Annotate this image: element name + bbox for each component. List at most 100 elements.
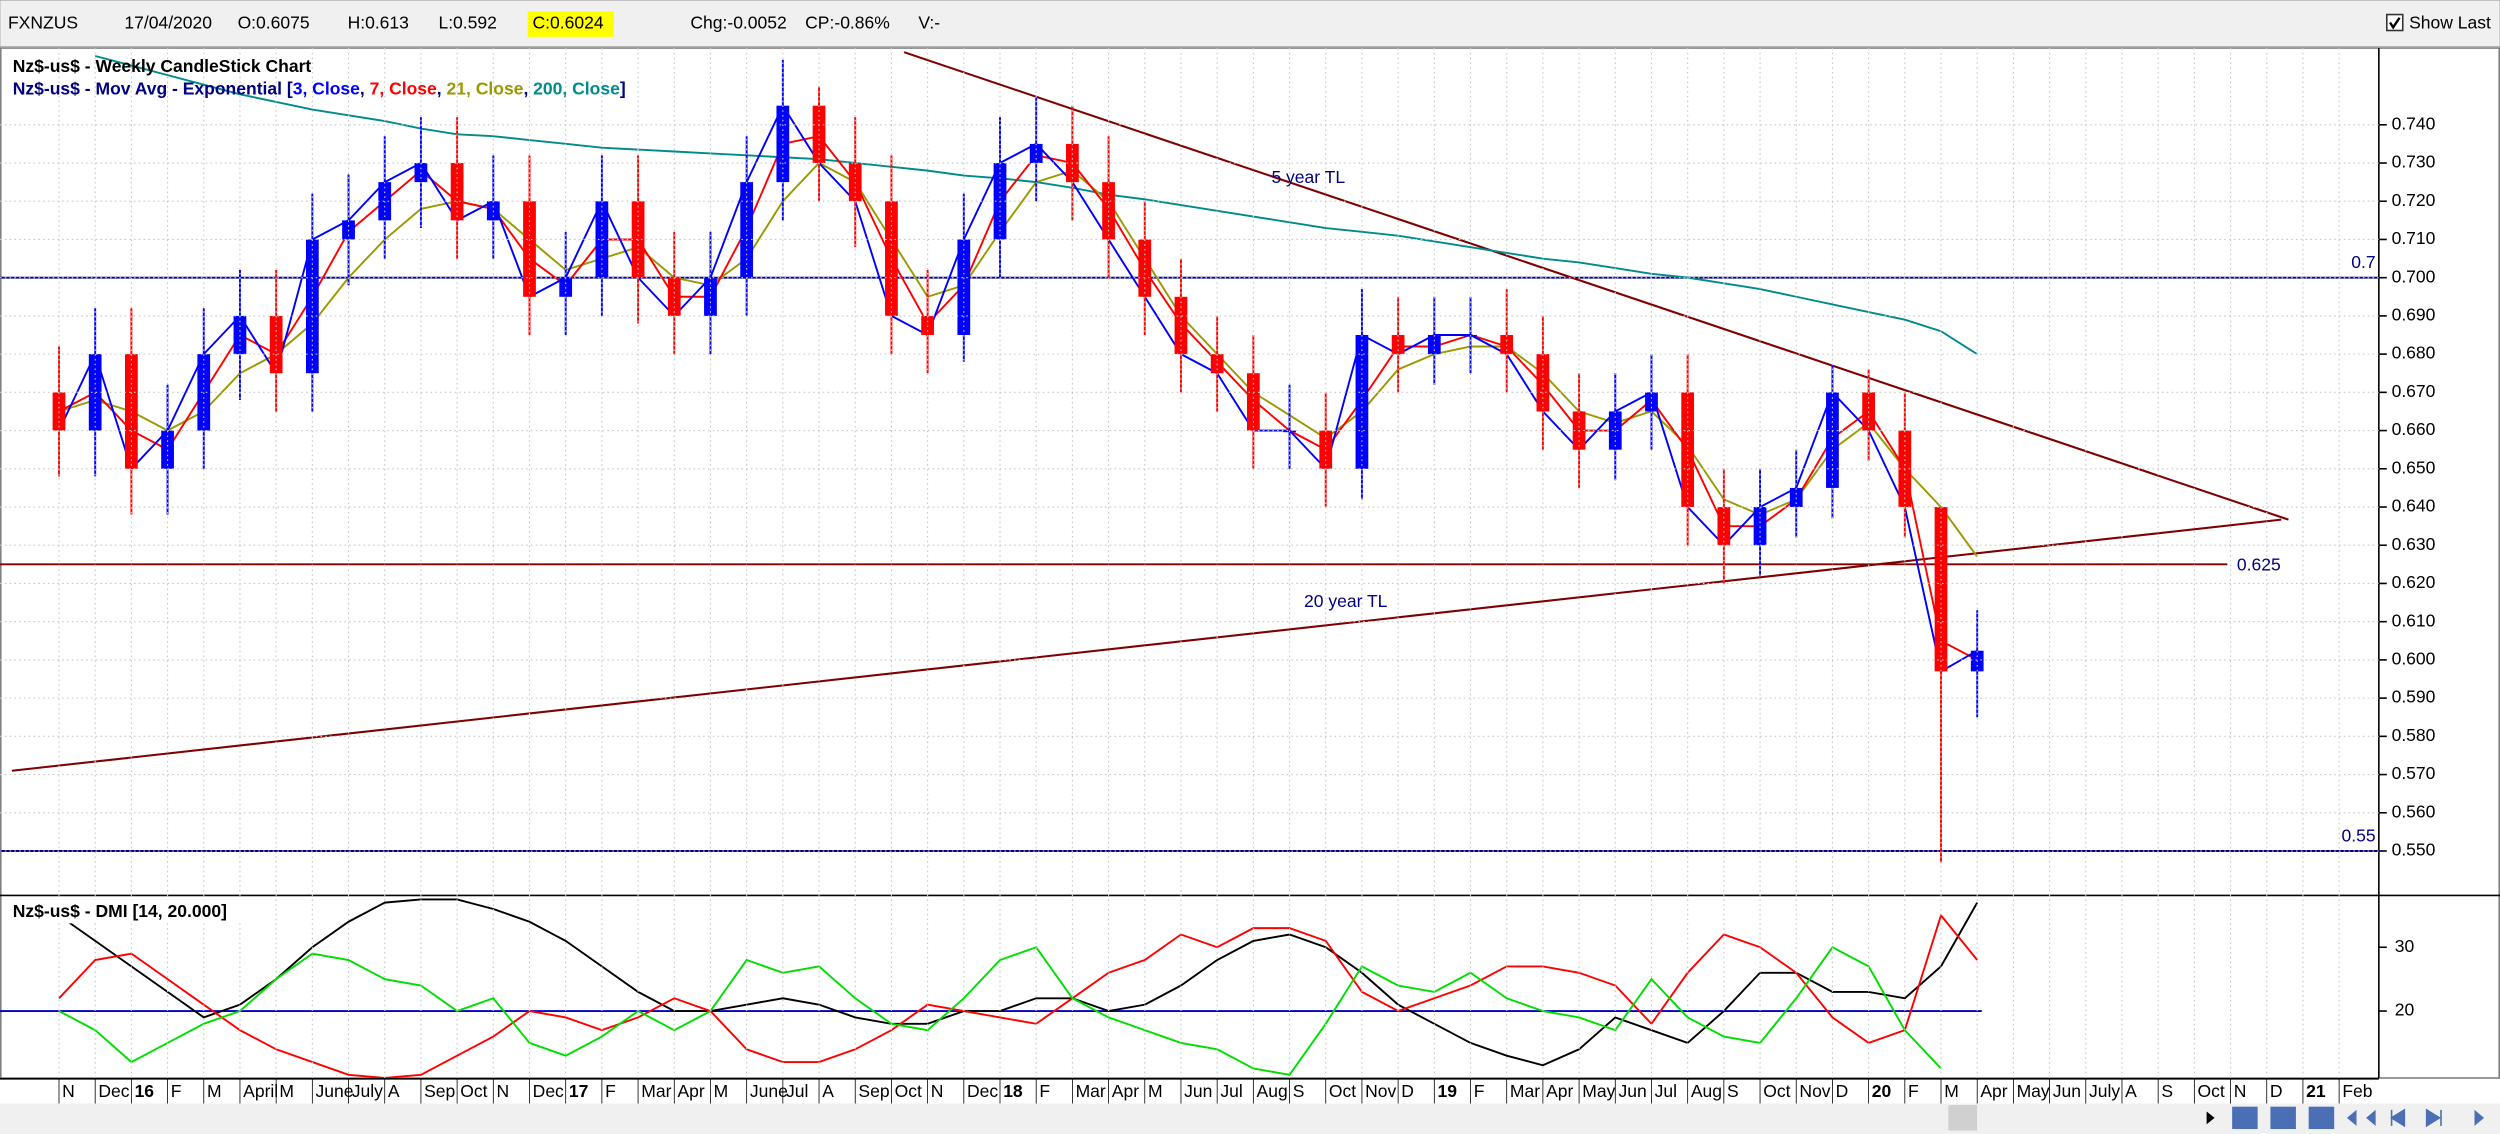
x-tick-label: Jun [1184,1081,1212,1101]
show-last-checkbox[interactable]: Show Last [2386,13,2491,33]
x-tick-label: 21 [2306,1081,2326,1101]
dmi-line [58,913,1978,1079]
x-tick-label: M [279,1081,294,1101]
x-tick-label: D [2270,1081,2283,1101]
candle-body [1319,430,1333,469]
change: Chg:-0.0052 [690,13,786,33]
y-tick-label: 0.710 [2392,228,2436,248]
y-tick-label: 20 [2395,1000,2415,1020]
y-tick-label: 0.680 [2392,343,2436,363]
legend-text: 21, Close [447,78,524,98]
x-tick-label: Oct [1329,1081,1356,1101]
zoom-button[interactable] [2232,1106,2258,1130]
x-tick-label: S [1293,1081,1305,1101]
x-tick-label: Dec [98,1081,129,1101]
x-tick-label: F [605,1081,616,1101]
x-tick-label: May [2017,1081,2050,1101]
y-tick-label: 0.600 [2392,649,2436,669]
x-tick-label: M [207,1081,222,1101]
check-mark [2388,17,2401,30]
candle-body [1826,392,1839,488]
x-tick-label: Oct [2198,1081,2225,1101]
x-tick-label: Dec [967,1081,998,1101]
candle-body [1645,392,1658,412]
x-tick-label: F [171,1081,182,1101]
nav-first[interactable] [2390,1108,2406,1128]
trendline-label: 20 year TL [1304,591,1388,611]
dmi-title-bg [7,899,267,924]
candle-body [1210,354,1224,374]
candle-body [1355,335,1369,469]
close: C:0.6024 [533,13,604,33]
y-tick-label: 0.620 [2392,572,2436,592]
x-tick-label: D [1401,1081,1414,1101]
x-tick-label: Mar [641,1081,671,1101]
zoom-button[interactable] [2270,1106,2296,1130]
moving-average [58,161,1978,558]
x-tick-label: Apr [1546,1081,1573,1101]
top-bar [0,0,2500,47]
candle-body [88,354,102,431]
volume: V:- [918,13,940,33]
candle-body [1717,507,1731,546]
legend-text: ] [620,78,626,98]
x-tick-label: F [1039,1081,1050,1101]
x-tick-label: Feb [2342,1081,2372,1101]
candle-body [52,392,66,431]
x-tick-label: Mar [1076,1081,1106,1101]
x-tick-label: 19 [1438,1081,1458,1101]
level-label: 0.7 [2351,252,2375,272]
dmi-title: Nz$-us$ - DMI [14, 20.000] [13,901,227,921]
symbol: FXNZUS [8,13,78,33]
x-tick-label: Jul [1220,1081,1242,1101]
y-tick-label: 0.640 [2392,496,2436,516]
nav-last[interactable] [2425,1108,2442,1128]
y-tick-label: 0.660 [2392,419,2436,439]
x-tick-label: Apr [1980,1081,2007,1101]
x-tick-label: S [1727,1081,1739,1101]
y-tick-label: 0.630 [2392,534,2436,554]
checkbox[interactable] [2386,13,2404,32]
candle-body [1427,335,1441,355]
x-tick-label: S [2161,1081,2173,1101]
candle-body [197,354,211,431]
ma-legend: Nz$-us$ - Mov Avg - Exponential [3, Clos… [13,78,626,98]
x-tick-label: 17 [569,1081,588,1101]
x-tick-label: 20 [1872,1081,1892,1101]
dmi-panel [0,898,1982,1079]
scroll-thumb[interactable] [1948,1105,1978,1131]
x-tick-label: D [1836,1081,1849,1101]
zoom-button[interactable] [2308,1106,2335,1130]
y-tick-label: 0.720 [2392,190,2436,210]
low: L:0.592 [438,13,496,33]
x-tick-label: Jun [2053,1081,2081,1101]
candle-body [125,354,138,469]
nav-next[interactable] [2474,1109,2485,1126]
x-tick-label: April [243,1081,278,1101]
show-last-label[interactable]: Show Last [2409,13,2491,33]
scroll-right[interactable] [2206,1111,2215,1125]
candle-body [161,430,174,469]
x-tick-label: June [316,1081,354,1101]
nav-button[interactable] [2346,1109,2376,1126]
header: FXNZUS 17/04/2020 O:0.6075 H:0.613 L:0.5… [8,11,2491,37]
legend-text: , [437,78,447,98]
date: 17/04/2020 [124,13,212,33]
y-tick-label: 0.580 [2392,725,2436,745]
x-tick-label: June [750,1081,788,1101]
y-tick-label: 0.690 [2392,305,2436,325]
x-tick-label: Jul [1655,1081,1677,1101]
y-tick-label: 0.740 [2392,113,2436,133]
x-tick-label: N [62,1081,75,1101]
x-tick-label: F [1474,1081,1485,1101]
x-tick-label: Oct [1763,1081,1790,1101]
x-tick-label: M [714,1081,729,1101]
candle-body [1789,487,1803,508]
y-tick-label: 0.610 [2392,610,2436,630]
x-tick-label: A [388,1081,400,1101]
candle-body [1681,392,1695,508]
candle-body [1391,335,1405,355]
high: H:0.613 [348,13,409,33]
